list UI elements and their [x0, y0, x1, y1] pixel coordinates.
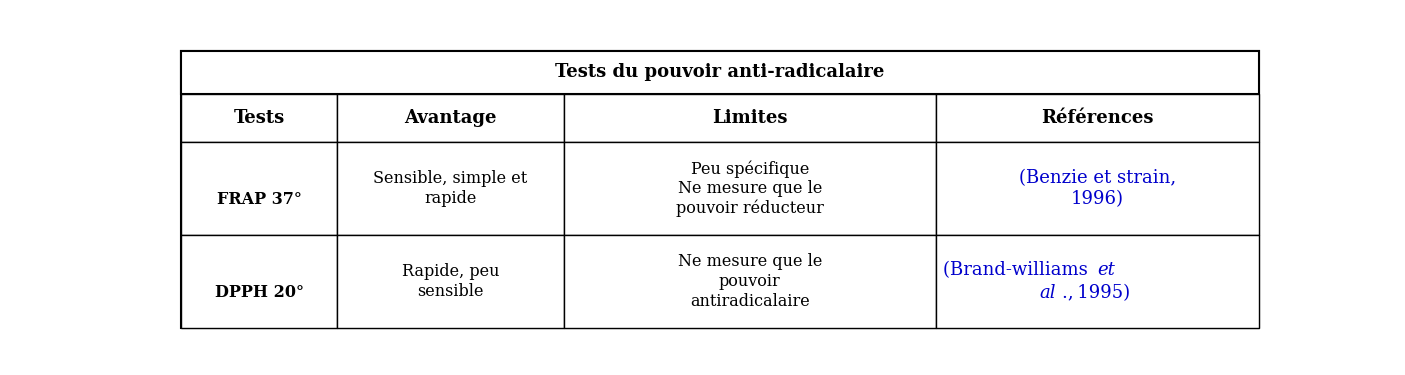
Text: Ne mesure que le
pouvoir
antiradicalaire: Ne mesure que le pouvoir antiradicalaire	[677, 254, 822, 310]
Text: Avantage: Avantage	[405, 109, 497, 127]
Text: et: et	[1097, 261, 1116, 279]
Text: Limites: Limites	[712, 109, 787, 127]
Bar	[936, 142, 1259, 235]
Bar	[936, 94, 1259, 142]
Bar	[936, 235, 1259, 328]
Bar	[337, 94, 563, 142]
Text: al: al	[1040, 284, 1055, 302]
Text: Tests du pouvoir anti-radicalaire: Tests du pouvoir anti-radicalaire	[555, 63, 885, 81]
Text: ., 1995): ., 1995)	[1062, 284, 1130, 302]
Text: FRAP 37°: FRAP 37°	[216, 191, 302, 208]
Bar	[337, 235, 563, 328]
Bar	[563, 94, 936, 142]
Bar	[563, 142, 936, 235]
Text: Rapide, peu
sensible: Rapide, peu sensible	[402, 263, 499, 300]
Text: Références: Références	[1041, 109, 1154, 127]
Bar	[337, 142, 563, 235]
Bar	[181, 235, 337, 328]
Bar	[563, 235, 936, 328]
Text: (Benzie et strain,
1996): (Benzie et strain, 1996)	[1019, 169, 1176, 208]
Bar	[181, 51, 1259, 94]
Bar	[181, 94, 337, 142]
Text: (Brand-williams: (Brand-williams	[943, 261, 1097, 279]
Text: Sensible, simple et
rapide: Sensible, simple et rapide	[374, 170, 528, 207]
Text: DPPH 20°: DPPH 20°	[215, 284, 303, 301]
Text: Peu spécifique
Ne mesure que le
pouvoir réducteur: Peu spécifique Ne mesure que le pouvoir …	[676, 160, 823, 218]
Text: Tests: Tests	[233, 109, 285, 127]
Bar	[181, 142, 337, 235]
